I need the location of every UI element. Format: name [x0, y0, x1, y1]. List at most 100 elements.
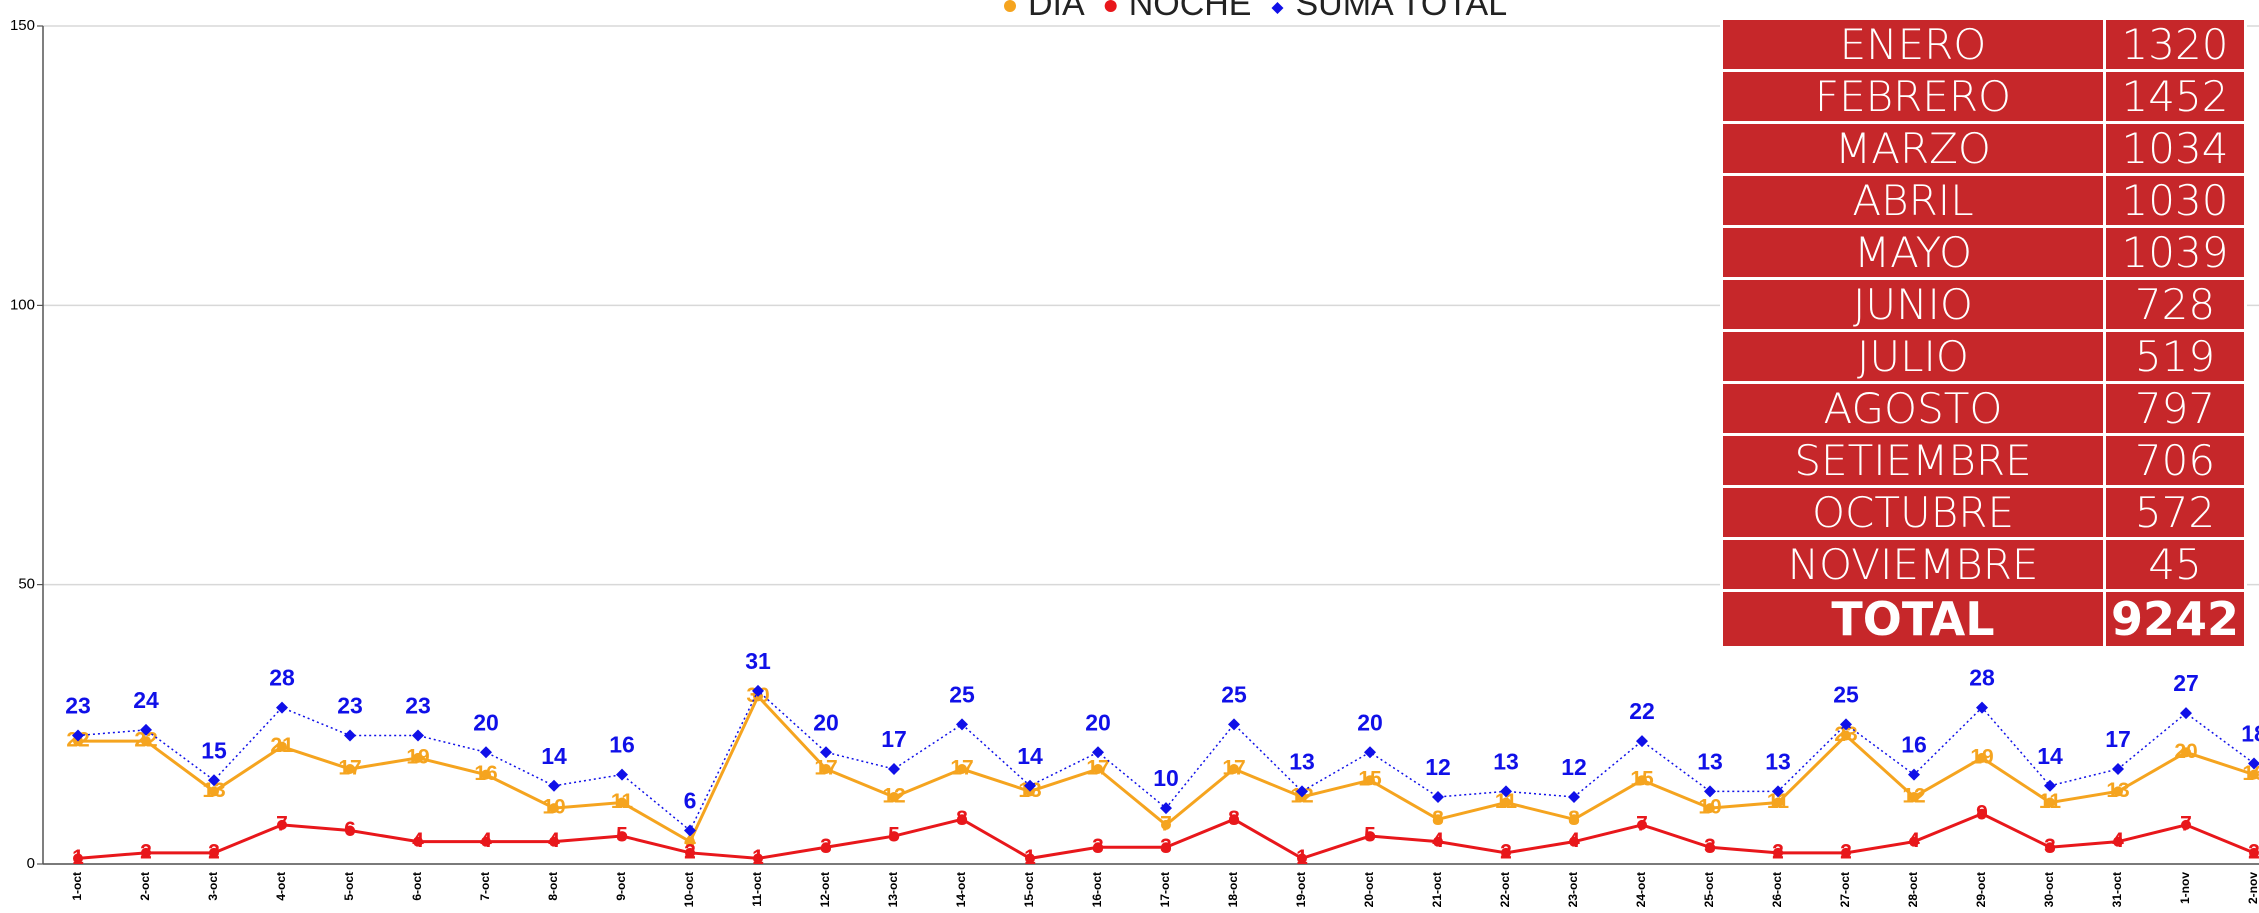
x-tick-label: 26-oct — [1770, 872, 1784, 907]
table-row: NOVIEMBRE 45 — [1720, 537, 2247, 592]
data-label: 28 — [1969, 665, 1995, 691]
x-tick-label: 24-oct — [1634, 872, 1648, 907]
marker — [888, 763, 900, 776]
marker — [2181, 819, 2191, 830]
marker — [345, 825, 355, 836]
marker — [1228, 718, 1240, 731]
data-label: 5 — [888, 824, 900, 847]
data-label: 17 — [2105, 726, 2131, 752]
marker — [2248, 757, 2259, 770]
data-label: 4 — [1568, 829, 1580, 852]
marker — [2045, 797, 2055, 808]
data-label: 3 — [1704, 835, 1716, 858]
marker — [1909, 836, 1919, 847]
data-label: 16 — [474, 762, 497, 785]
data-label: 8 — [956, 807, 968, 830]
marker — [1772, 785, 1784, 798]
x-tick-label: 15-oct — [1022, 872, 1036, 907]
data-label: 23 — [405, 693, 431, 719]
marker — [549, 836, 559, 847]
marker — [480, 746, 492, 759]
marker — [2113, 786, 2123, 797]
data-label: 12 — [882, 785, 905, 808]
marker — [1432, 790, 1444, 803]
legend-label: NOCHE — [1129, 0, 1252, 23]
marker — [1501, 847, 1511, 858]
marker — [209, 847, 219, 858]
x-tick-label: 14-oct — [954, 872, 968, 907]
table-row: MAYO 1039 — [1720, 225, 2247, 280]
marker — [1229, 814, 1239, 825]
x-tick-label: 5-oct — [342, 872, 356, 901]
data-label: 8 — [1568, 807, 1580, 830]
data-label: 8 — [1432, 807, 1444, 830]
x-tick-label: 10-oct — [682, 872, 696, 907]
month-table: ENERO 1320 FEBRERO 1452 MARZO 1034 ABRIL 1030 MA… — [1720, 17, 2247, 649]
x-tick-label: 8-oct — [546, 872, 560, 901]
x-tick-label: 23-oct — [1566, 872, 1580, 907]
marker — [2249, 769, 2259, 780]
data-label: 16 — [1901, 732, 1927, 758]
data-label: 11 — [1495, 790, 1518, 813]
marker — [2112, 763, 2124, 776]
data-label: 21 — [270, 734, 294, 757]
marker — [752, 684, 764, 697]
marker — [2113, 836, 2123, 847]
table-row: JULIO 519 — [1720, 329, 2247, 384]
month-name: TOTAL — [1720, 589, 2106, 649]
table-row: FEBRERO 1452 — [1720, 69, 2247, 124]
data-label: 16 — [609, 732, 635, 758]
marker — [2249, 847, 2259, 858]
data-label: 15 — [1358, 768, 1382, 791]
marker — [1773, 797, 1783, 808]
data-label: 2 — [1500, 840, 1512, 863]
marker — [684, 824, 696, 837]
data-label: 5 — [1364, 824, 1376, 847]
month-value: 1452 — [2103, 69, 2247, 124]
marker — [1977, 752, 1987, 763]
data-label: 14 — [1017, 743, 1043, 769]
data-label: 17 — [881, 726, 907, 752]
marker — [1569, 836, 1579, 847]
data-label: 28 — [269, 665, 295, 691]
table-row: MARZO 1034 — [1720, 121, 2247, 176]
marker — [1365, 775, 1375, 786]
data-label: 13 — [202, 779, 225, 802]
data-label: 23 — [65, 693, 91, 719]
month-name: JULIO — [1720, 329, 2106, 384]
marker — [481, 769, 491, 780]
y-tick-label: 0 — [27, 855, 35, 872]
data-label: 25 — [1221, 681, 1247, 707]
data-label: 2 — [2248, 840, 2259, 863]
month-name: MAYO — [1720, 225, 2106, 280]
table-row: AGOSTO 797 — [1720, 381, 2247, 436]
data-label: 17 — [1086, 757, 1109, 780]
table-row: TOTAL 9242 — [1720, 589, 2247, 649]
data-label: 1 — [72, 846, 84, 869]
data-label: 19 — [1970, 745, 1993, 768]
data-label: 2 — [1772, 840, 1784, 863]
x-tick-label: 1-nov — [2178, 872, 2192, 904]
data-label: 20 — [2174, 740, 2197, 763]
x-tick-label: 21-oct — [1430, 872, 1444, 907]
marker — [1977, 808, 1987, 819]
data-label: 4 — [412, 829, 424, 852]
marker — [1705, 842, 1715, 853]
data-label: 6 — [684, 788, 697, 814]
marker — [1908, 768, 1920, 781]
data-label: 8 — [1228, 807, 1240, 830]
data-label: 20 — [1085, 709, 1111, 735]
marker — [277, 819, 287, 830]
marker — [1976, 701, 1988, 714]
legend-label: SUMA TOTAL — [1295, 0, 1507, 23]
marker — [1569, 814, 1579, 825]
marker — [1500, 785, 1512, 798]
x-tick-label: 29-oct — [1974, 872, 1988, 907]
marker — [1025, 853, 1035, 864]
data-label: 17 — [950, 757, 973, 780]
marker — [1841, 730, 1851, 741]
table-row: JUNIO 728 — [1720, 277, 2247, 332]
marker — [1024, 779, 1036, 792]
data-label: 27 — [2173, 670, 2199, 696]
